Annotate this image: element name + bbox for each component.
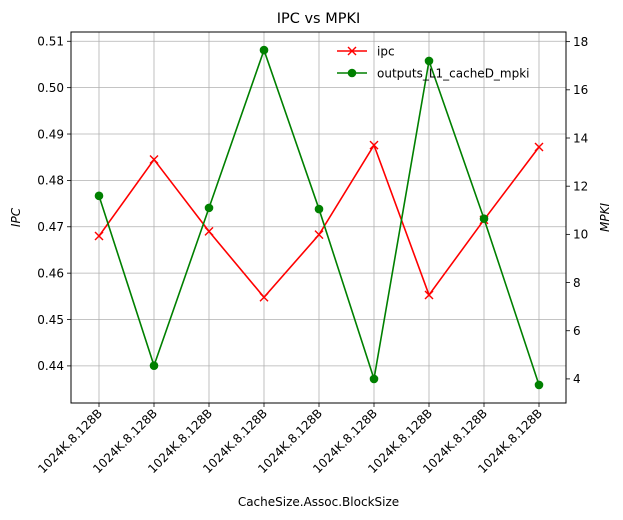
legend: ipc outputs_L1_cacheD_mpki xyxy=(337,44,530,80)
y-right-tick-label: 10 xyxy=(573,228,588,242)
y-right-tick-label: 14 xyxy=(573,131,588,145)
data-point-ipc xyxy=(204,226,214,236)
y-left-tick-label: 0.49 xyxy=(37,127,64,141)
y-right-tick-label: 4 xyxy=(573,372,581,386)
y-right-tick-label: 6 xyxy=(573,324,581,338)
data-point-outputs_L1_cacheD_mpki xyxy=(204,203,214,213)
legend-marker xyxy=(347,68,357,78)
data-point-outputs_L1_cacheD_mpki xyxy=(94,191,104,201)
y-left-tick-label: 0.50 xyxy=(37,81,64,95)
y-right-tick-label: 12 xyxy=(573,179,588,193)
series-layer xyxy=(94,45,544,390)
data-point-outputs_L1_cacheD_mpki xyxy=(534,380,544,390)
data-point-ipc xyxy=(94,231,104,241)
y-axis-right-title: MPKI xyxy=(598,203,612,232)
legend-marker xyxy=(347,46,357,56)
data-point-ipc xyxy=(314,230,324,240)
data-point-ipc xyxy=(369,140,379,150)
y-left-tick-label: 0.47 xyxy=(37,220,64,234)
legend-item: outputs_L1_cacheD_mpki xyxy=(337,66,530,80)
grid xyxy=(71,32,566,403)
plot-frame xyxy=(70,31,567,404)
data-point-outputs_L1_cacheD_mpki xyxy=(314,204,324,214)
data-point-ipc xyxy=(259,292,269,302)
data-point-outputs_L1_cacheD_mpki xyxy=(369,374,379,384)
y-left-tick-label: 0.51 xyxy=(37,35,64,49)
legend-item: ipc xyxy=(337,44,395,58)
y-left-tick-label: 0.48 xyxy=(37,174,64,188)
y-left-tick-label: 0.45 xyxy=(37,313,64,327)
y-left-tick-label: 0.46 xyxy=(37,266,64,280)
data-point-ipc xyxy=(149,155,159,165)
data-point-outputs_L1_cacheD_mpki xyxy=(479,214,489,224)
data-point-ipc xyxy=(424,290,434,300)
y-right-tick-label: 8 xyxy=(573,276,581,290)
x-axis-title: CacheSize.Assoc.BlockSize xyxy=(238,495,399,509)
data-point-outputs_L1_cacheD_mpki xyxy=(259,45,269,55)
y-left-tick-label: 0.44 xyxy=(37,359,64,373)
chart-title: IPC vs MPKI xyxy=(277,11,361,27)
legend-label: ipc xyxy=(377,44,395,58)
data-point-outputs_L1_cacheD_mpki xyxy=(149,361,159,370)
y-axis-left-title: IPC xyxy=(9,207,23,227)
data-point-ipc xyxy=(534,142,544,152)
data-point-outputs_L1_cacheD_mpki xyxy=(424,56,434,66)
y-right-tick-label: 18 xyxy=(573,35,588,49)
legend-label: outputs_L1_cacheD_mpki xyxy=(377,66,530,80)
y-right-tick-label: 16 xyxy=(573,83,588,97)
